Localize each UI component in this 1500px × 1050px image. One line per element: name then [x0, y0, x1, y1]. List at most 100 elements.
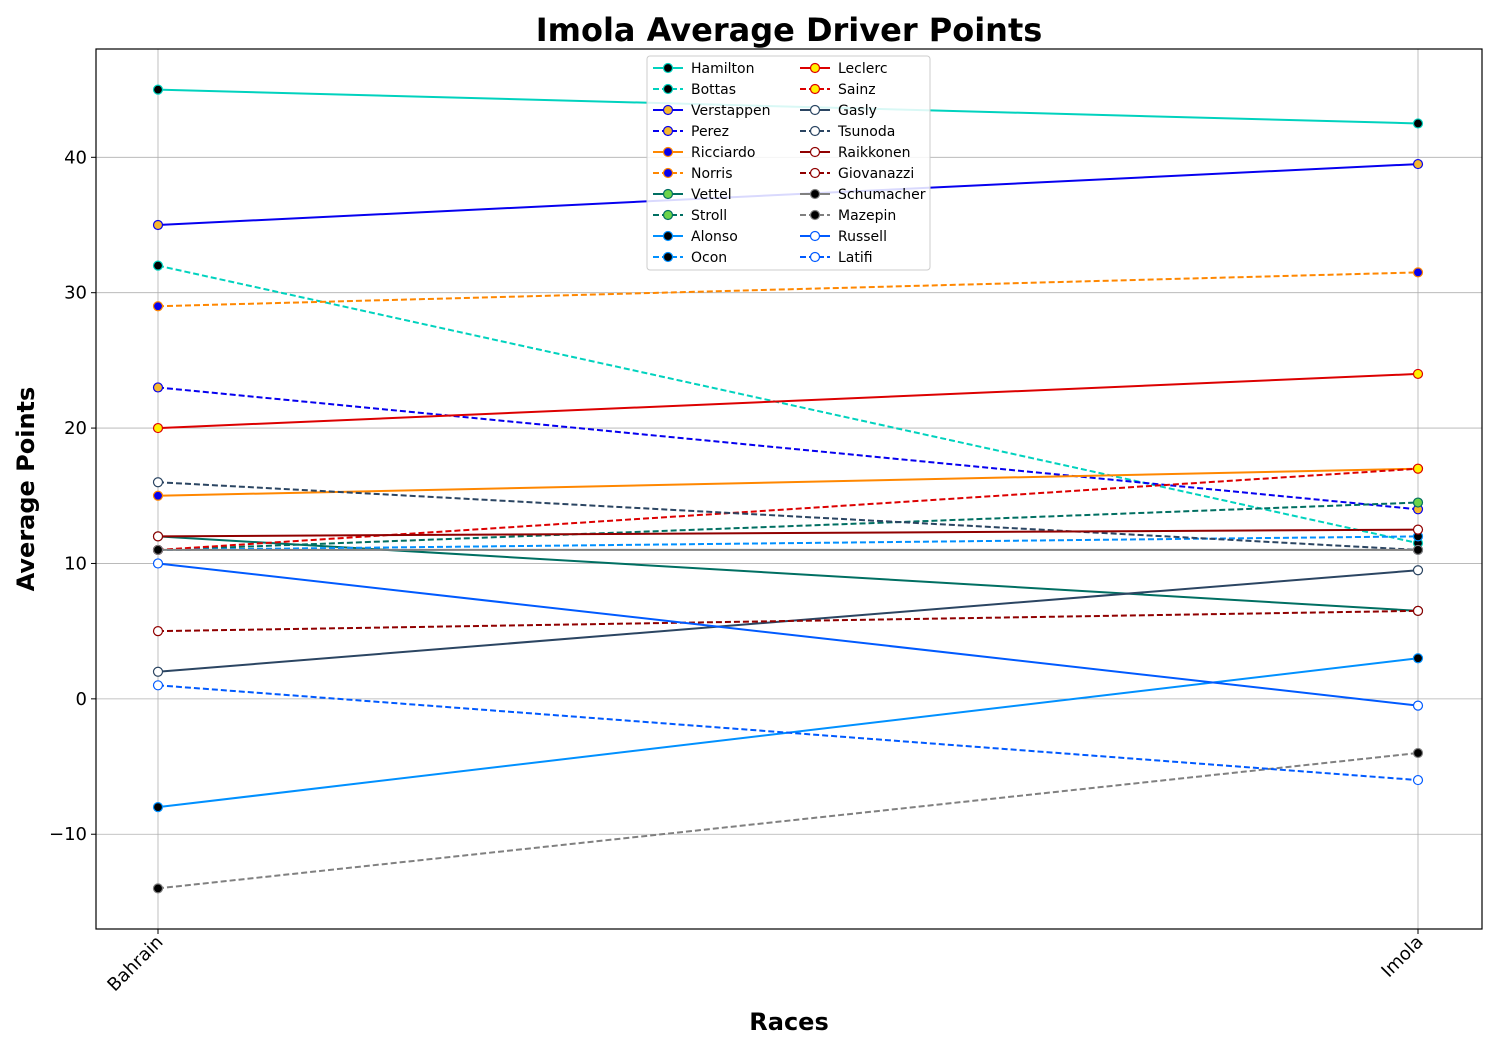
data-point-russell: [1412, 700, 1424, 711]
legend-label: Raikkonen: [838, 145, 911, 161]
legend-label: Bottas: [691, 82, 736, 98]
data-point-russell: [152, 558, 164, 569]
legend-marker: [809, 146, 821, 158]
legend-entry-hamilton: Hamilton: [653, 61, 754, 77]
series-latifi: [152, 680, 1424, 786]
y-tick-label: 0: [76, 689, 87, 710]
legend-label: Tsunoda: [837, 124, 895, 140]
legend-entry-giovanazzi: Giovanazzi: [800, 166, 914, 182]
legend-label: Ocon: [691, 250, 727, 266]
data-point-raikkonen: [152, 531, 164, 542]
x-tick-label: Imola: [1377, 932, 1427, 982]
legend-label: Russell: [838, 229, 887, 245]
series-line-sainz: [157, 467, 1419, 551]
legend-label: Mazepin: [838, 208, 896, 224]
legend-entry-mazepin: Mazepin: [800, 208, 896, 224]
legend-marker: [662, 146, 674, 158]
data-point-hamilton: [152, 84, 164, 95]
series-line-stroll: [157, 501, 1419, 551]
legend-entry-leclerc: Leclerc: [800, 61, 888, 77]
legend-marker: [809, 230, 821, 242]
data-point-latifi: [152, 680, 164, 691]
series-line-ricciardo: [157, 467, 1419, 497]
data-point-hamilton: [1412, 118, 1424, 129]
legend-label: Sainz: [838, 82, 876, 98]
legend-entry-stroll: Stroll: [653, 208, 727, 224]
data-point-gasly: [152, 666, 164, 677]
legend-label: Ricciardo: [691, 145, 755, 161]
data-point-tsunoda: [152, 477, 164, 488]
data-point-alonso: [1412, 653, 1424, 664]
legend-marker: [809, 251, 821, 263]
data-point-norris: [1412, 267, 1424, 278]
legend-entry-ocon: Ocon: [653, 250, 727, 266]
legend-marker: [809, 188, 821, 200]
x-axis-ticks: Bahrain Imola: [103, 929, 1428, 996]
series-line-leclerc: [157, 372, 1419, 430]
legend-entry-bottas: Bottas: [653, 82, 736, 98]
x-axis-label: Races: [749, 1008, 828, 1036]
y-axis-label: Average Points: [12, 387, 40, 592]
data-point-verstappen: [152, 219, 164, 231]
data-point-giovanazzi: [152, 626, 164, 637]
legend-marker: [662, 188, 674, 200]
legend-marker: [809, 62, 821, 74]
data-point-sainz: [1412, 463, 1424, 474]
legend-marker: [809, 104, 821, 116]
series-perez: [152, 382, 1424, 515]
y-axis-ticks: −10 0 10 20 30 40: [49, 147, 96, 845]
legend-label: Vettel: [691, 187, 732, 203]
series-line-giovanazzi: [157, 609, 1419, 633]
legend-label: Leclerc: [838, 61, 888, 77]
data-point-stroll: [1412, 497, 1424, 508]
series-ricciardo: [152, 463, 1424, 501]
series-line-mazepin: [157, 752, 1419, 890]
legend-entry-latifi: Latifi: [800, 250, 873, 266]
legend-marker: [662, 251, 674, 263]
legend-label: Giovanazzi: [838, 166, 914, 182]
legend-entry-verstappen: Verstappen: [653, 103, 770, 119]
legend-marker: [809, 167, 821, 179]
series-line-raikkonen: [157, 528, 1419, 538]
legend-marker: [662, 104, 674, 116]
legend-entry-perez: Perez: [653, 124, 729, 140]
legend-entry-schumacher: Schumacher: [800, 187, 926, 203]
legend-label: Gasly: [838, 103, 877, 119]
data-point-mazepin: [1412, 747, 1424, 759]
series-line-vettel: [157, 535, 1419, 612]
data-point-ricciardo: [152, 490, 164, 501]
series-line-tsunoda: [157, 481, 1419, 551]
legend-entry-russell: Russell: [800, 229, 887, 245]
legend-label: Verstappen: [691, 103, 770, 119]
data-point-gasly: [1412, 565, 1424, 576]
legend-marker: [809, 83, 821, 95]
legend-marker: [662, 209, 674, 221]
data-point-schumacher: [1412, 544, 1424, 556]
legend-entry-sainz: Sainz: [800, 82, 876, 98]
legend-label: Alonso: [691, 229, 738, 245]
plot-frame: [95, 48, 1483, 930]
series-line-russell: [157, 562, 1419, 707]
legend-label: Hamilton: [691, 61, 754, 77]
legend-entry-gasly: Gasly: [800, 103, 877, 119]
series-mazepin: [152, 747, 1424, 894]
series-line-perez: [157, 386, 1419, 511]
legend-marker: [662, 125, 674, 137]
y-tick-label: 20: [64, 418, 87, 439]
series-giovanazzi: [152, 605, 1424, 637]
data-point-bottas: [152, 260, 164, 271]
legend-entry-alonso: Alonso: [653, 229, 738, 245]
data-point-norris: [152, 301, 164, 312]
legend-marker: [809, 209, 821, 221]
data-point-leclerc: [1412, 368, 1424, 380]
chart-title: Imola Average Driver Points: [536, 11, 1043, 49]
legend-marker: [662, 167, 674, 179]
data-point-giovanazzi: [1412, 605, 1424, 616]
data-point-leclerc: [152, 422, 164, 434]
legend-marker: [662, 62, 674, 74]
legend-label: Norris: [691, 166, 733, 182]
data-point-verstappen: [1412, 158, 1424, 170]
data-point-alonso: [152, 802, 164, 813]
series-russell: [152, 558, 1424, 711]
